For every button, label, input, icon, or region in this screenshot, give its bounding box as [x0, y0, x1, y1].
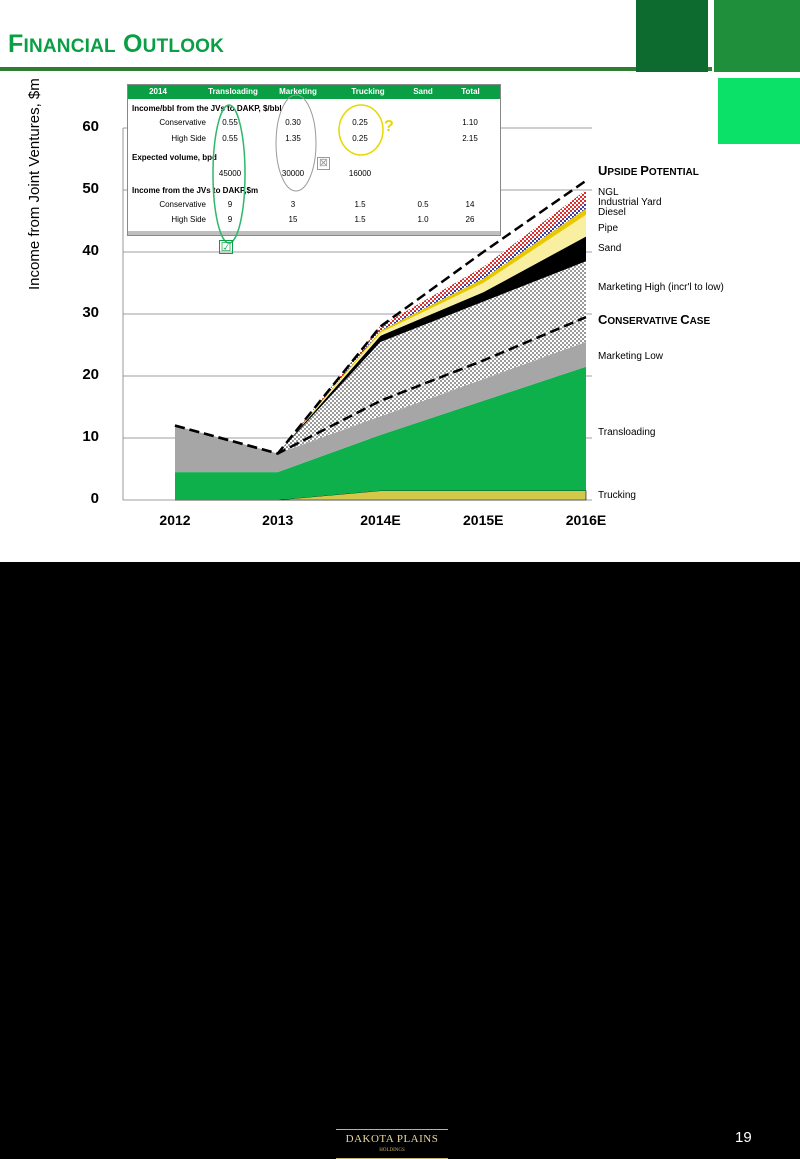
y-tick-label: 40 [82, 242, 99, 259]
table-row: High Side 9 15 1.5 1.0 26 [171, 215, 475, 224]
case-line-upside-potential [174, 179, 587, 455]
section-expected-volume: Expected volume, bpd [132, 153, 217, 162]
section-income-per-bbl: Income/bbl from the JVs to DAKP, $/bbl [132, 104, 282, 113]
y-tick-label: 20 [82, 366, 99, 383]
table-row: High Side 0.55 1.35 0.25 2.15 [171, 134, 478, 143]
table-footer-bar [128, 231, 500, 235]
title-rule [0, 67, 712, 71]
corner-square-dark [636, 0, 708, 72]
company-logo: DAKOTA PLAINS HOLDINGS [336, 1129, 448, 1159]
chart [122, 127, 592, 501]
area-pipe [175, 214, 586, 454]
series-label-trucking: Trucking [598, 490, 636, 501]
y-tick-label: 0 [90, 490, 99, 507]
series-label-pipe: Pipe [598, 223, 619, 234]
table-header-marketing: Marketing [279, 87, 317, 96]
table-header-total: Total [461, 87, 480, 96]
corner-square-mid [714, 0, 800, 72]
table-header-trucking: Trucking [351, 87, 385, 96]
x-tick-label: 2013 [262, 512, 294, 528]
x-tick-label: 2016E [565, 512, 607, 528]
section-income-from-jvs: Income from the JVs to DAKP,$m [132, 186, 259, 195]
conservative-case-label: CONSERVATIVE CASE [598, 312, 711, 327]
area-transloading [175, 366, 586, 500]
question-mark-icon: ? [384, 118, 394, 135]
corner-square-light [718, 78, 800, 144]
area-marketing-high-incr-l-to-low- [175, 261, 586, 454]
slide-title: FINANCIAL OUTLOOK [8, 30, 225, 58]
y-tick-label: 10 [82, 428, 99, 445]
series-label-diesel: Diesel [598, 207, 626, 218]
table-row: Conservative 9 3 1.5 0.5 14 [159, 200, 475, 209]
series-label-transloading: Transloading [598, 427, 656, 438]
slide-number: 19 [735, 1129, 752, 1146]
footer-bar: DAKOTA PLAINS HOLDINGS 19 [0, 562, 800, 1159]
x-box-icon: ⊠ [317, 157, 330, 170]
series-label-marketing-low: Marketing Low [598, 351, 664, 362]
case-lines [174, 179, 587, 455]
area-diesel [175, 208, 586, 454]
upside-potential-label: UPSIDE POTENTIAL [598, 163, 699, 178]
case-line-conservative-case [174, 315, 587, 455]
series-label-ngl: NGL [598, 187, 619, 198]
x-tick-label: 2012 [159, 512, 191, 528]
checkmark-icon: ☑ [219, 240, 233, 254]
y-tick-label: 50 [82, 180, 99, 197]
table-row: Conservative 0.55 0.30 0.25 1.10 [159, 118, 478, 127]
y-axis-label: Income from Joint Ventures, $m [26, 78, 43, 290]
table-header-sand: Sand [413, 87, 433, 96]
table-header-row: 2014 Transloading Marketing Trucking San… [128, 85, 500, 99]
table-header-transloading: Transloading [208, 87, 258, 96]
y-tick-label: 30 [82, 304, 99, 321]
area-marketing-low [175, 341, 586, 473]
table-header-year: 2014 [149, 87, 167, 96]
table-row: 45000 30000 16000 [218, 169, 372, 178]
income-table: 2014 Transloading Marketing Trucking San… [127, 84, 501, 236]
stacked-areas [175, 190, 587, 501]
x-tick-label: 2015E [463, 512, 504, 528]
x-tick-label: 2014E [360, 512, 401, 528]
series-label-sand: Sand [598, 243, 622, 254]
y-tick-label: 60 [82, 118, 99, 135]
slide: FINANCIAL OUTLOOK 0 10 20 30 40 50 [0, 0, 800, 562]
series-label-marketing-high: Marketing High (incr'l to low) [598, 282, 724, 293]
series-label-industrial-yard: Industrial Yard [598, 197, 662, 208]
